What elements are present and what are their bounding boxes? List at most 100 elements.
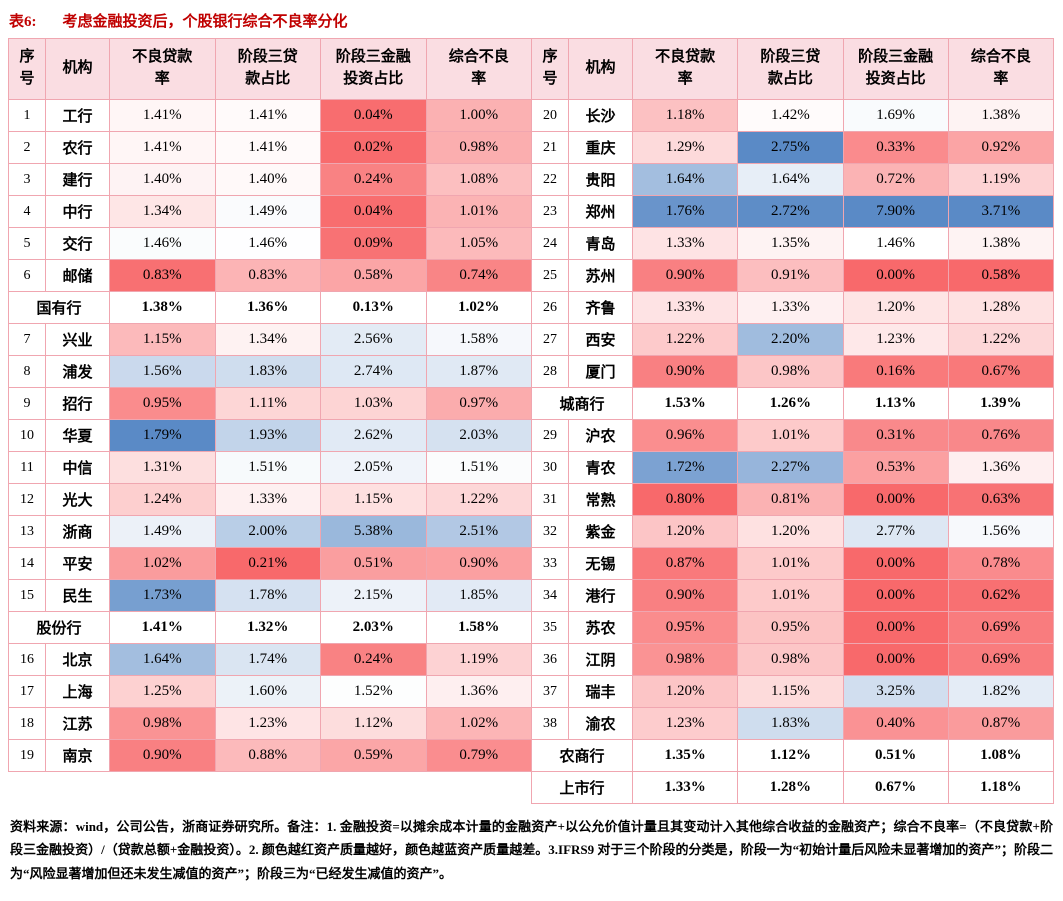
- value-cell: 2.75%: [737, 131, 844, 164]
- summary-row: 农商行 1.35% 1.12% 0.51% 1.08%: [531, 739, 1055, 772]
- bank-name-cell: 重庆: [568, 131, 633, 164]
- value-cell: 1.74%: [214, 643, 321, 676]
- summary-row: 上市行 1.33% 1.28% 0.67% 1.18%: [531, 771, 1055, 804]
- value-cell: 1.01%: [737, 547, 844, 580]
- value-cell: 1.33%: [631, 291, 739, 324]
- value-cell: 1.64%: [109, 643, 216, 676]
- bank-row: 27 西安 1.22% 2.20% 1.23% 1.22%: [531, 323, 1055, 356]
- rank-cell: 32: [531, 515, 569, 548]
- table-left-half: 序 号机构 不良贷款 率阶段三贷 款占比 阶段三金融 投资占比 综合不良 率 1 工行 1.…: [8, 38, 532, 772]
- value-cell: 2.51%: [425, 515, 532, 548]
- value-cell: 1.23%: [214, 707, 321, 740]
- value-cell: 1.12%: [737, 739, 844, 772]
- bank-row: 7 兴业 1.15% 1.34% 2.56% 1.58%: [8, 323, 532, 356]
- value-cell: 1.23%: [631, 707, 739, 740]
- value-cell: 1.22%: [631, 323, 739, 356]
- value-cell: 1.25%: [109, 675, 216, 708]
- header-row: 序 号机构 不良贷款 率阶段三贷 款占比 阶段三金融 投资占比 综合不良 率: [531, 38, 1055, 100]
- bank-name-cell: 青岛: [568, 227, 633, 260]
- column-header-1: 机构: [45, 38, 110, 100]
- value-cell: 1.02%: [425, 291, 532, 324]
- value-cell: 0.58%: [947, 259, 1055, 292]
- rank-cell: 35: [531, 611, 569, 644]
- value-cell: 0.83%: [214, 259, 321, 292]
- bank-row: 23 郑州 1.76% 2.72% 7.90% 3.71%: [531, 195, 1055, 228]
- value-cell: 1.64%: [737, 163, 844, 196]
- value-cell: 0.02%: [320, 131, 427, 164]
- value-cell: 0.98%: [109, 707, 216, 740]
- rank-cell: 8: [8, 355, 46, 388]
- bank-name-cell: 无锡: [568, 547, 633, 580]
- value-cell: 2.03%: [425, 419, 532, 452]
- bank-name-cell: 浦发: [45, 355, 110, 388]
- rank-cell: 29: [531, 419, 569, 452]
- source-footnote: 资料来源：wind，公司公告，浙商证券研究所。备注：1. 金融投资=以摊余成本计…: [10, 819, 1053, 881]
- value-cell: 1.15%: [737, 675, 844, 708]
- value-cell: 0.79%: [425, 739, 532, 772]
- value-cell: 0.92%: [947, 131, 1055, 164]
- value-cell: 1.33%: [214, 483, 321, 516]
- bank-name-cell: 中行: [45, 195, 110, 228]
- value-cell: 1.76%: [631, 195, 739, 228]
- value-cell: 0.00%: [842, 579, 949, 612]
- bank-name-cell: 苏州: [568, 259, 633, 292]
- value-cell: 1.35%: [737, 227, 844, 260]
- bank-row: 28 厦门 0.90% 0.98% 0.16% 0.67%: [531, 355, 1055, 388]
- value-cell: 0.83%: [109, 259, 216, 292]
- value-cell: 1.28%: [947, 291, 1055, 324]
- bank-name-cell: 北京: [45, 643, 110, 676]
- value-cell: 0.59%: [320, 739, 427, 772]
- rank-cell: 17: [8, 675, 46, 708]
- bank-name-cell: 建行: [45, 163, 110, 196]
- value-cell: 0.53%: [842, 451, 949, 484]
- value-cell: 1.46%: [109, 227, 216, 260]
- bank-row: 8 浦发 1.56% 1.83% 2.74% 1.87%: [8, 355, 532, 388]
- value-cell: 1.20%: [631, 515, 739, 548]
- rank-cell: 36: [531, 643, 569, 676]
- group-name-cell: 国有行: [8, 291, 110, 324]
- rank-cell: 12: [8, 483, 46, 516]
- value-cell: 1.20%: [631, 675, 739, 708]
- value-cell: 2.00%: [214, 515, 321, 548]
- rank-cell: 26: [531, 291, 569, 324]
- value-cell: 1.64%: [631, 163, 739, 196]
- bank-name-cell: 兴业: [45, 323, 110, 356]
- value-cell: 1.49%: [214, 195, 321, 228]
- value-cell: 1.05%: [425, 227, 532, 260]
- rank-cell: 14: [8, 547, 46, 580]
- value-cell: 0.87%: [631, 547, 739, 580]
- bank-row: 4 中行 1.34% 1.49% 0.04% 1.01%: [8, 195, 532, 228]
- value-cell: 1.15%: [320, 483, 427, 516]
- value-cell: 0.90%: [631, 259, 739, 292]
- value-cell: 1.02%: [109, 547, 216, 580]
- value-cell: 2.77%: [842, 515, 949, 548]
- rank-cell: 5: [8, 227, 46, 260]
- value-cell: 0.81%: [737, 483, 844, 516]
- value-cell: 1.13%: [842, 387, 949, 420]
- rank-cell: 37: [531, 675, 569, 708]
- value-cell: 0.87%: [947, 707, 1055, 740]
- value-cell: 1.33%: [631, 227, 739, 260]
- value-cell: 0.62%: [947, 579, 1055, 612]
- column-header-4: 阶段三金融 投资占比: [842, 38, 949, 100]
- rank-cell: 20: [531, 99, 569, 132]
- rank-cell: 11: [8, 451, 46, 484]
- rank-cell: 10: [8, 419, 46, 452]
- value-cell: 1.93%: [214, 419, 321, 452]
- value-cell: 1.56%: [947, 515, 1055, 548]
- value-cell: 1.15%: [109, 323, 216, 356]
- rank-cell: 7: [8, 323, 46, 356]
- value-cell: 2.27%: [737, 451, 844, 484]
- bank-row: 18 江苏 0.98% 1.23% 1.12% 1.02%: [8, 707, 532, 740]
- bank-name-cell: 郑州: [568, 195, 633, 228]
- value-cell: 0.16%: [842, 355, 949, 388]
- bank-name-cell: 苏农: [568, 611, 633, 644]
- value-cell: 1.79%: [109, 419, 216, 452]
- value-cell: 0.24%: [320, 163, 427, 196]
- value-cell: 0.67%: [842, 771, 949, 804]
- value-cell: 1.18%: [631, 99, 739, 132]
- bank-row: 6 邮储 0.83% 0.83% 0.58% 0.74%: [8, 259, 532, 292]
- rank-cell: 22: [531, 163, 569, 196]
- group-name-cell: 农商行: [531, 739, 633, 772]
